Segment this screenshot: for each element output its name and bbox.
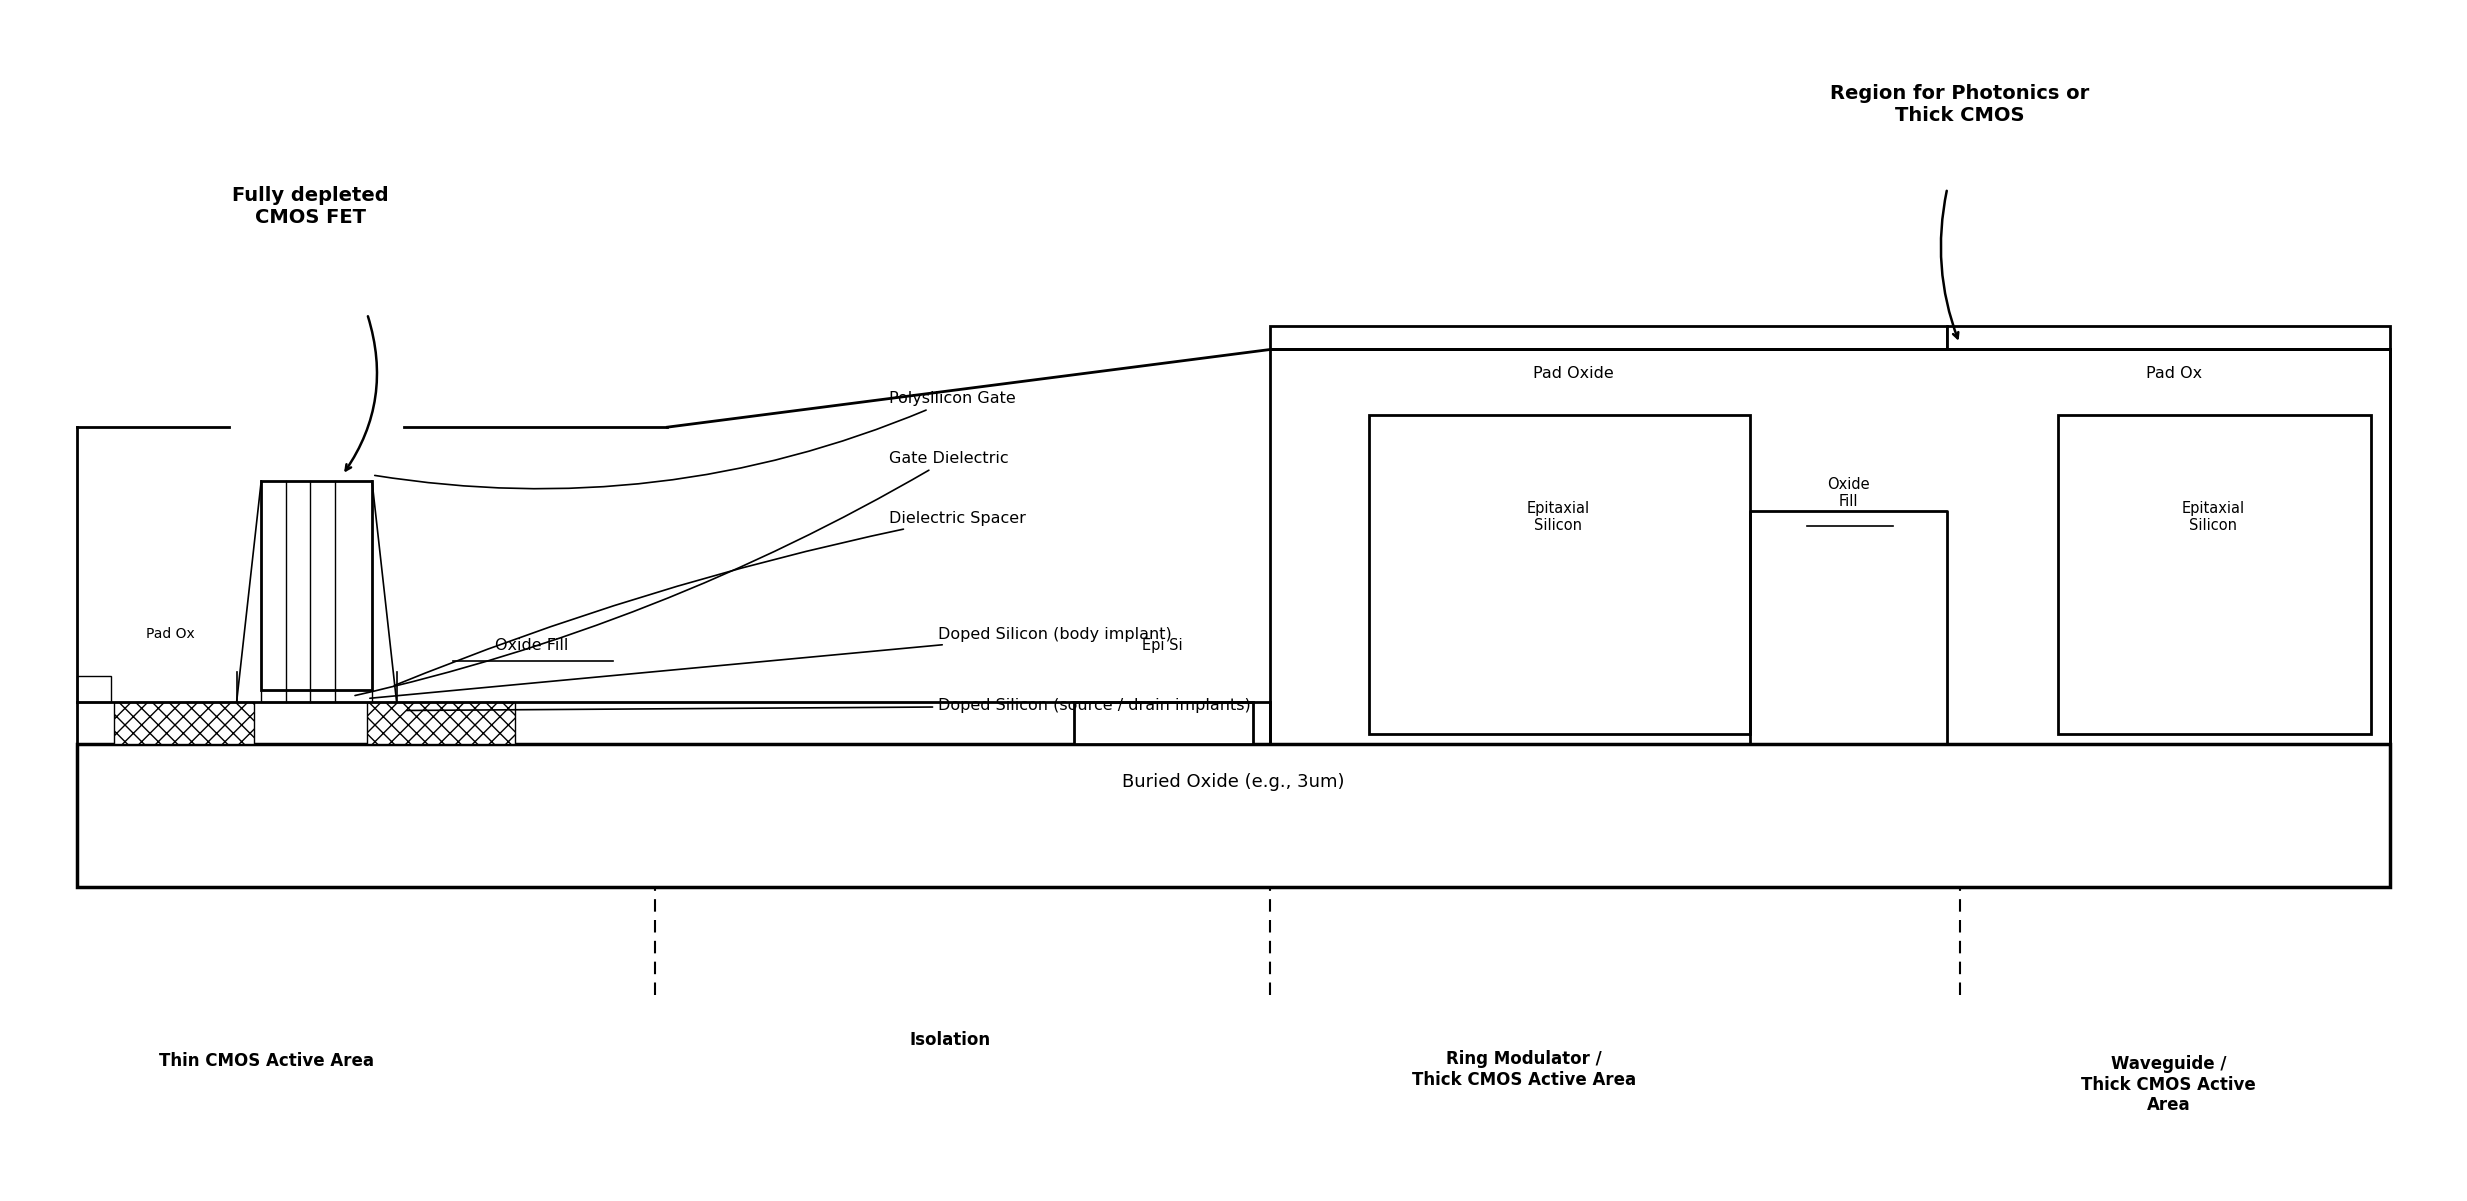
Bar — [262, 480, 373, 691]
Text: Oxide
Fill: Oxide Fill — [1828, 477, 1870, 509]
Text: Epitaxial
Silicon: Epitaxial Silicon — [2181, 501, 2245, 533]
Text: Epi Si: Epi Si — [1142, 639, 1182, 653]
Bar — [262, 691, 373, 703]
Text: Oxide Fill: Oxide Fill — [496, 639, 570, 653]
Bar — [1073, 703, 1253, 743]
Bar — [76, 676, 111, 703]
Text: Region for Photonics or
Thick CMOS: Region for Photonics or Thick CMOS — [1831, 84, 2090, 125]
Text: Ring Modulator /
Thick CMOS Active Area: Ring Modulator / Thick CMOS Active Area — [1411, 1050, 1636, 1088]
Bar — [113, 703, 254, 743]
Text: Polysilicon Gate: Polysilicon Gate — [375, 392, 1016, 489]
Bar — [76, 743, 2391, 888]
Text: Isolation: Isolation — [910, 1032, 992, 1050]
Text: Doped Silicon (body implant): Doped Silicon (body implant) — [370, 627, 1172, 698]
Text: Pad Ox: Pad Ox — [2146, 366, 2203, 381]
Text: Epitaxial
Silicon: Epitaxial Silicon — [1527, 501, 1589, 533]
Text: Waveguide /
Thick CMOS Active
Area: Waveguide / Thick CMOS Active Area — [2082, 1054, 2257, 1115]
Bar — [368, 703, 516, 743]
Text: Doped Silicon (source / drain implants): Doped Silicon (source / drain implants) — [407, 699, 1251, 713]
Text: Buried Oxide (e.g., 3um): Buried Oxide (e.g., 3um) — [1122, 773, 1345, 791]
Bar — [1369, 416, 1752, 734]
Text: Thin CMOS Active Area: Thin CMOS Active Area — [158, 1052, 373, 1070]
Bar — [1946, 325, 2391, 349]
Text: Pad Ox: Pad Ox — [146, 627, 195, 641]
Text: Gate Dielectric: Gate Dielectric — [355, 452, 1009, 695]
Text: Fully depleted
CMOS FET: Fully depleted CMOS FET — [232, 185, 390, 227]
Bar — [2057, 416, 2371, 734]
Text: Dielectric Spacer: Dielectric Spacer — [395, 510, 1026, 686]
Text: Pad Oxide: Pad Oxide — [1532, 366, 1613, 381]
Bar — [1271, 325, 1946, 349]
